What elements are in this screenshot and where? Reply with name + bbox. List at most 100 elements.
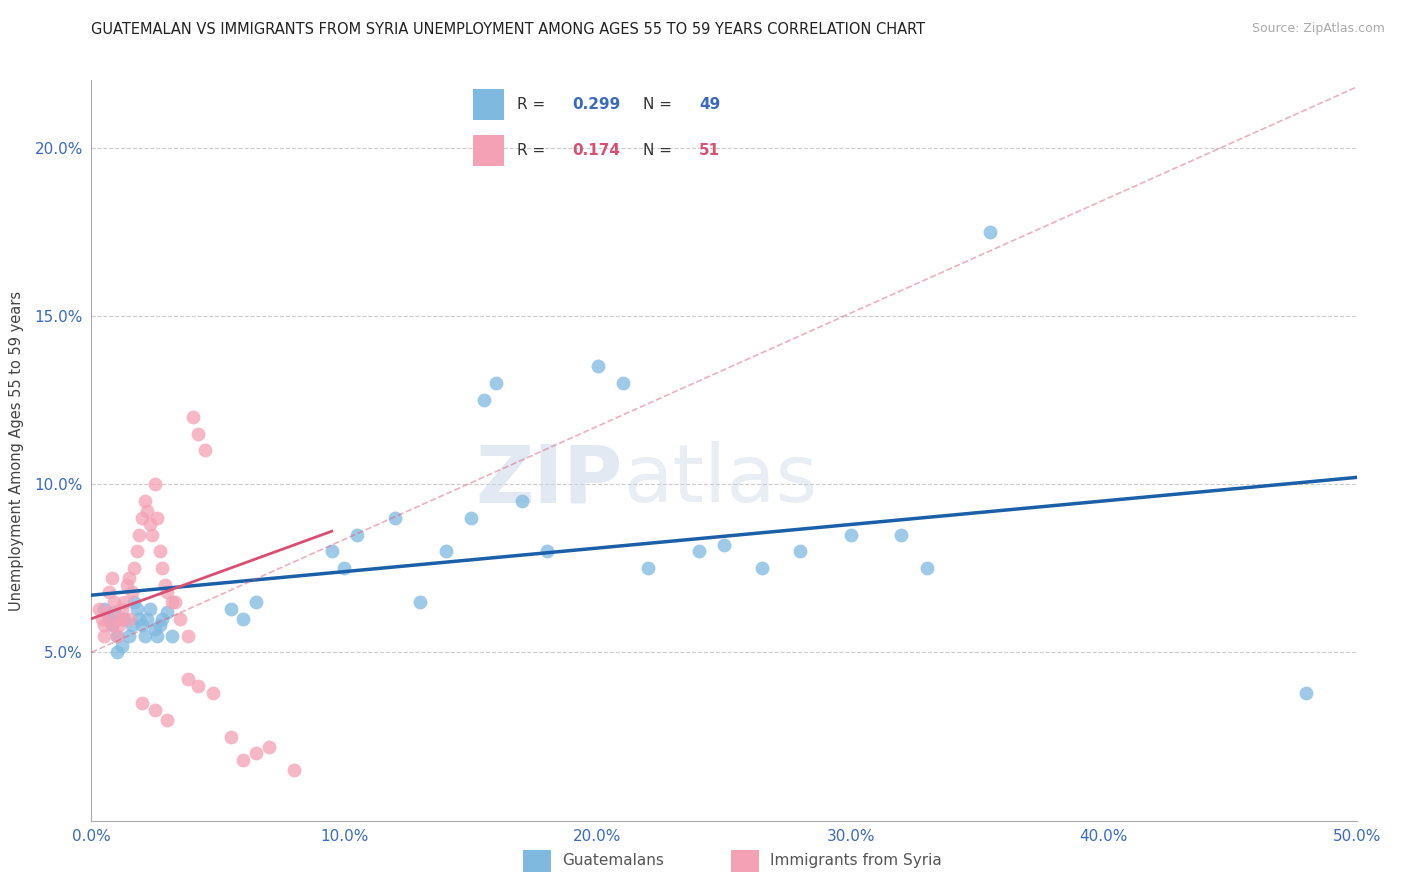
Point — [751, 561, 773, 575]
Point — [100, 618, 122, 632]
Point — [460, 510, 482, 524]
Point — [915, 561, 938, 575]
Point — [219, 730, 242, 744]
Text: atlas: atlas — [623, 441, 817, 519]
Point — [257, 739, 280, 754]
Text: R =: R = — [516, 144, 550, 158]
Point — [98, 612, 121, 626]
Text: Immigrants from Syria: Immigrants from Syria — [770, 854, 942, 868]
Point — [485, 376, 508, 391]
Point — [150, 561, 173, 575]
Point — [111, 601, 134, 615]
Text: R =: R = — [516, 97, 550, 112]
Point — [713, 538, 735, 552]
Point — [105, 628, 128, 642]
Point — [115, 578, 138, 592]
Point — [839, 527, 862, 541]
Point — [143, 477, 166, 491]
Point — [112, 595, 135, 609]
Point — [131, 510, 153, 524]
Point — [128, 612, 150, 626]
Point — [150, 612, 173, 626]
Point — [103, 605, 125, 619]
Point — [131, 696, 153, 710]
Point — [163, 595, 186, 609]
Point — [131, 618, 153, 632]
Point — [125, 601, 148, 615]
Point — [789, 544, 811, 558]
Text: Guatemalans: Guatemalans — [562, 854, 664, 868]
Point — [121, 618, 143, 632]
Point — [118, 628, 141, 642]
Point — [194, 443, 217, 458]
Point — [510, 494, 533, 508]
Point — [141, 527, 163, 541]
Point — [93, 601, 115, 615]
Point — [121, 584, 143, 599]
Point — [103, 595, 125, 609]
Point — [134, 628, 156, 642]
Bar — [731, 849, 759, 872]
Point — [124, 595, 146, 609]
Text: 49: 49 — [699, 97, 720, 112]
Point — [153, 578, 176, 592]
Point — [105, 628, 128, 642]
Point — [187, 426, 209, 441]
Point — [100, 571, 122, 585]
Point — [138, 517, 160, 532]
Point — [128, 527, 150, 541]
Point — [105, 612, 128, 626]
Point — [134, 494, 156, 508]
Text: 0.299: 0.299 — [572, 97, 620, 112]
Point — [90, 612, 112, 626]
Point — [1295, 686, 1317, 700]
Point — [219, 601, 242, 615]
Bar — [474, 89, 505, 120]
Point — [146, 628, 169, 642]
Point — [146, 510, 169, 524]
Point — [187, 679, 209, 693]
Point — [612, 376, 634, 391]
Point — [149, 618, 172, 632]
Point — [138, 601, 160, 615]
Point — [162, 628, 184, 642]
Point — [169, 612, 191, 626]
Point — [100, 618, 122, 632]
Point — [93, 628, 115, 642]
Point — [181, 409, 204, 424]
Point — [136, 612, 159, 626]
Point — [283, 763, 305, 777]
Point — [143, 703, 166, 717]
Point — [156, 584, 179, 599]
Point — [118, 571, 141, 585]
Point — [176, 673, 198, 687]
Point — [333, 561, 356, 575]
Point — [111, 612, 134, 626]
Point — [409, 595, 432, 609]
Point — [136, 504, 159, 518]
Point — [176, 628, 198, 642]
Point — [688, 544, 710, 558]
Point — [125, 544, 148, 558]
Point — [149, 544, 172, 558]
Text: ZIP: ZIP — [475, 441, 623, 519]
Text: Source: ZipAtlas.com: Source: ZipAtlas.com — [1251, 22, 1385, 36]
Bar — [523, 849, 551, 872]
Point — [143, 622, 166, 636]
Point — [156, 605, 179, 619]
Point — [87, 601, 110, 615]
Point — [434, 544, 457, 558]
Point — [637, 561, 659, 575]
Text: N =: N = — [644, 144, 678, 158]
Point — [321, 544, 343, 558]
Point — [124, 561, 146, 575]
Point — [586, 359, 609, 374]
Y-axis label: Unemployment Among Ages 55 to 59 years: Unemployment Among Ages 55 to 59 years — [8, 291, 24, 610]
Point — [111, 639, 134, 653]
Point — [245, 595, 267, 609]
Point — [108, 618, 131, 632]
Point — [346, 527, 368, 541]
Point — [162, 595, 184, 609]
Point — [96, 605, 118, 619]
Point — [105, 645, 128, 659]
